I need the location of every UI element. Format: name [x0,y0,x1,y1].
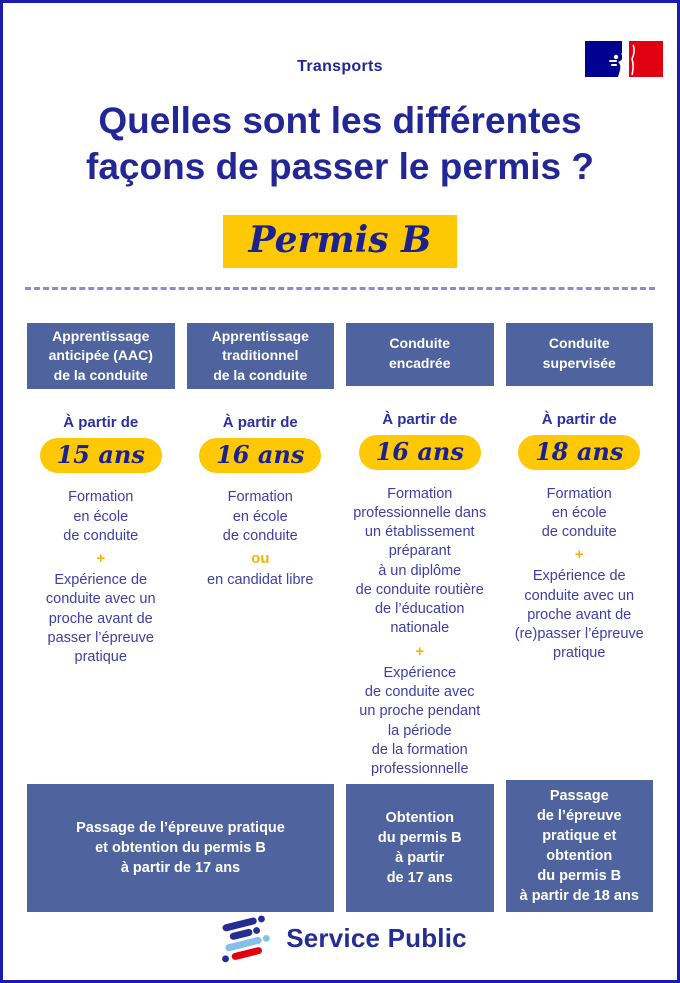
permis-b-badge: Permis B [222,214,458,268]
brand-name: Service Public [286,922,467,953]
connector-ou: ou [251,550,270,568]
method-header: Conduite supervisée [505,322,653,386]
dashed-divider [25,286,655,290]
methods-grid: Apprentissage anticipée (AAC) de la cond… [27,322,653,780]
age-intro-label: À partir de [222,414,298,432]
method-description-2: Expérience de conduite avec un proche av… [45,572,156,666]
category-label: Transports [297,58,383,75]
method-description: Formation en école de conduite [63,489,139,544]
method-header: Apprentissage anticipée (AAC) de la cond… [27,322,175,390]
age-intro-label: À partir de [541,410,617,428]
method-description: Formation en école de conduite [541,485,617,541]
method-description-2: Expérience de conduite avec un proche pe… [359,664,481,778]
age-intro-label: À partir de [382,410,458,428]
result-box-encadree: Obtention du permis B à partir de 17 ans [346,784,494,912]
connector-plus: + [415,642,425,660]
method-description: Formation professionnelle dans un établi… [353,485,487,637]
age-intro-label: À partir de [63,414,139,432]
column-conduite-supervisee: Conduite supervisée À partir de 18 ans F… [505,322,653,780]
connector-plus: + [96,550,106,568]
french-government-flag-logo [585,41,663,77]
column-apprentissage-anticipee: Apprentissage anticipée (AAC) de la cond… [27,322,175,780]
method-description-2: en candidat libre [207,572,314,589]
results-grid: Passage de l’épreuve pratique et obtenti… [27,780,653,912]
service-public-brand: Service Public [3,911,677,965]
method-description-2: Expérience de conduite avec un proche av… [514,568,644,662]
service-public-logo-icon [222,915,270,963]
result-box-supervisee: Passage de l’épreuve pratique et obtenti… [505,780,653,912]
age-pill: 18 ans [518,434,641,470]
method-header: Conduite encadrée [346,322,494,386]
age-pill: 16 ans [199,438,322,474]
marianne-flag-icon [585,41,663,77]
page-title: Quelles sont les différentes façons de pa… [3,98,677,191]
method-description: Formation en école de conduite [222,489,298,544]
title-line-2: façons de passer le permis ? [86,146,594,188]
age-pill: 16 ans [358,434,481,470]
title-line-1: Quelles sont les différentes [98,100,582,141]
column-apprentissage-traditionnel: Apprentissage traditionnel de la conduit… [186,322,334,780]
column-conduite-encadree: Conduite encadrée À partir de 16 ans For… [346,322,494,780]
connector-plus: + [574,546,584,564]
age-pill: 15 ans [39,438,162,474]
result-box-aac-traditionnel: Passage de l’épreuve pratique et obtenti… [27,784,334,912]
method-header: Apprentissage traditionnel de la conduit… [186,322,334,390]
